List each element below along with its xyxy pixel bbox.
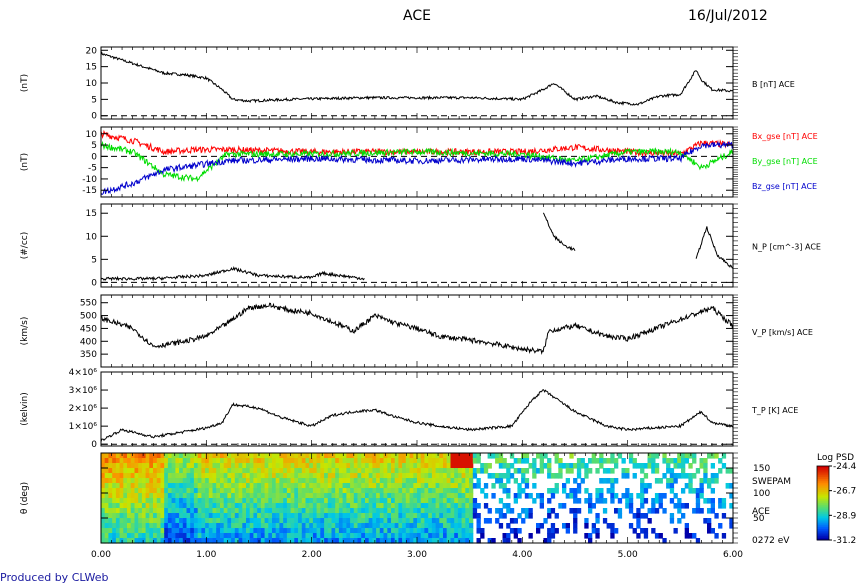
x-tick-label: 0.00 <box>91 550 111 560</box>
footer-credit: Produced by CLWeb <box>0 571 109 584</box>
series-line-tp-0 <box>100 388 734 442</box>
y-tick-label: -10 <box>82 175 97 185</box>
panel-frame <box>100 46 734 120</box>
panel-swepam: SWEPAM ACE 0272 eV Log PSD-24.4 -26.7 -28.9 -3… <box>20 452 857 560</box>
colorbar-tick: -28.9 <box>833 511 857 521</box>
y-tick-label: 550 <box>80 299 97 309</box>
heatmap-label-spacecraft: ACE <box>752 507 770 517</box>
y-tick-label: 10 <box>86 232 98 242</box>
y-tick-label: 400 <box>80 337 97 347</box>
y-tick-label: 50 <box>753 514 765 524</box>
series-label: T_P [K] ACE <box>751 406 798 415</box>
series-label: V_P [km/s] ACE <box>752 328 813 337</box>
panel-vp: V_P [km/s] ACE 350 400 450 500 550 (km/s) <box>20 294 813 368</box>
panel-b: B [nT] ACE 0 5 10 15 20 (nT) <box>20 46 795 121</box>
series-line-bxyz-0 <box>100 129 734 158</box>
y-tick-label: 5 <box>91 95 97 105</box>
series-line-np-2 <box>695 226 734 269</box>
chart-title: ACE <box>403 8 431 24</box>
y-tick-label: 3×10⁶ <box>69 386 98 396</box>
y-tick-label: 500 <box>80 312 97 322</box>
y-axis-label: θ (deg) <box>20 482 30 514</box>
y-axis-label: (km/s) <box>20 317 30 346</box>
series-line-b-0 <box>100 51 734 106</box>
heatmap-label-energy: 0272 eV <box>752 536 790 546</box>
y-tick-label: 4×10⁶ <box>69 368 98 378</box>
x-tick-label: 5.00 <box>618 550 638 560</box>
y-tick-label: 100 <box>753 489 770 499</box>
series-label: Bx_gse [nT] ACE <box>752 132 818 141</box>
y-tick-label: 150 <box>753 464 770 474</box>
y-tick-label: 10 <box>86 79 98 89</box>
series-line-bxyz-2 <box>100 140 734 195</box>
y-tick-label: 15 <box>86 209 97 219</box>
y-axis-label: (nT) <box>20 74 30 92</box>
x-tick-label: 1.00 <box>196 550 216 560</box>
y-tick-label: 15 <box>86 63 97 73</box>
series-line-vp-0 <box>100 302 734 356</box>
colorbar-title: Log PSD <box>817 453 854 463</box>
colorbar-tick: -26.7 <box>833 487 856 497</box>
colorbar-tick: -24.4 <box>833 462 857 472</box>
heatmap-label-instrument: SWEPAM <box>752 477 791 487</box>
y-tick-label: 0 <box>91 278 97 288</box>
y-tick-label: -5 <box>88 164 97 174</box>
x-tick-label: 4.00 <box>512 550 532 560</box>
x-tick-label: 6.00 <box>723 550 743 560</box>
y-tick-label: 20 <box>86 46 98 56</box>
x-tick-label: 3.00 <box>407 550 427 560</box>
series-label: By_gse [nT] ACE <box>752 157 818 166</box>
chart-date: 16/Jul/2012 <box>688 8 768 24</box>
y-tick-label: 0 <box>91 440 97 450</box>
y-axis-label: (nT) <box>20 153 30 171</box>
panel-frame <box>100 371 734 447</box>
panel-frame <box>100 203 734 288</box>
y-tick-label: 0 <box>91 152 97 162</box>
spectrogram <box>101 453 734 544</box>
panel-tp: T_P [K] ACE 0 1×10⁶ 2×10⁶ 3×10⁶ 4×10⁶ (kelvin) <box>20 368 798 450</box>
series-line-np-0 <box>100 266 365 282</box>
panel-np: N_P [cm^-3] ACE 0 5 10 15 (#/cc) <box>20 203 821 288</box>
y-axis-label: (kelvin) <box>20 392 30 425</box>
y-axis-label: (#/cc) <box>20 232 30 260</box>
series-label: B [nT] ACE <box>752 80 795 89</box>
series-line-np-1 <box>542 212 576 252</box>
y-tick-label: 0 <box>91 112 97 122</box>
colorbar-tick: -31.2 <box>833 536 856 546</box>
y-tick-label: 5 <box>91 255 97 265</box>
colorbar: Log PSD-24.4 -26.7 -28.9 -31.2 <box>816 453 857 546</box>
y-tick-label: 350 <box>80 350 97 360</box>
series-label: N_P [cm^-3] ACE <box>752 243 821 252</box>
panel-bxyz: Bx_gse [nT] ACE By_gse [nT] ACE Bz_gse [nT… <box>20 126 818 198</box>
y-tick-label: -15 <box>82 186 97 196</box>
y-tick-label: 450 <box>80 324 97 334</box>
y-tick-label: 2×10⁶ <box>69 404 98 414</box>
x-tick-label: 2.00 <box>302 550 322 560</box>
series-label: Bz_gse [nT] ACE <box>752 182 817 191</box>
y-tick-label: 1×10⁶ <box>69 422 98 432</box>
series-line-bxyz-1 <box>100 140 734 183</box>
y-tick-label: 10 <box>86 130 98 140</box>
panel-frame <box>100 294 734 368</box>
y-tick-label: 5 <box>91 141 97 151</box>
